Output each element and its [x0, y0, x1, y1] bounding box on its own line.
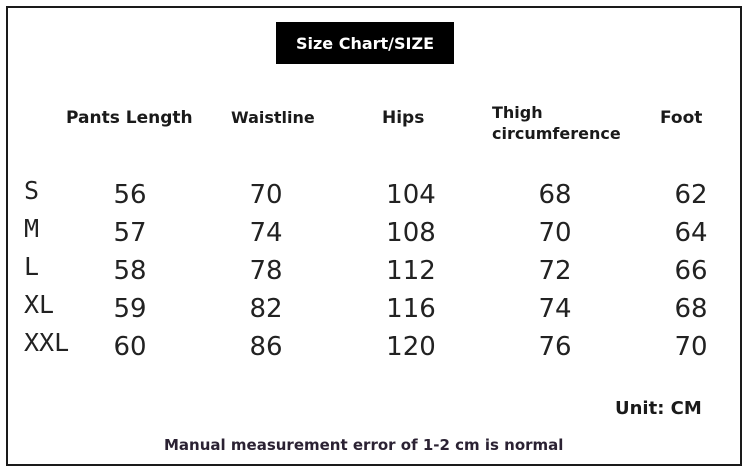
measurement-note: Manual measurement error of 1-2 cm is no… [164, 436, 564, 454]
value-foot: 66 [674, 256, 708, 286]
header-foot: Foot [660, 108, 703, 128]
value-foot: 68 [674, 294, 708, 324]
page-title: Size Chart/SIZE [276, 22, 454, 64]
header-thigh-circumference: circumference [492, 124, 621, 143]
value-thigh: 76 [538, 332, 572, 362]
value-waistline: 86 [249, 332, 283, 362]
header-waistline: Waistline [231, 108, 315, 127]
value-pants-length: 56 [113, 180, 147, 210]
value-foot: 70 [674, 332, 708, 362]
value-thigh: 70 [538, 218, 572, 248]
value-foot: 64 [674, 218, 708, 248]
size-label: XXL [24, 328, 70, 357]
value-waistline: 74 [249, 218, 283, 248]
value-waistline: 70 [249, 180, 283, 210]
value-hips: 108 [386, 218, 436, 248]
value-pants-length: 58 [113, 256, 147, 286]
value-hips: 116 [386, 294, 436, 324]
value-waistline: 78 [249, 256, 283, 286]
header-hips: Hips [382, 108, 425, 128]
size-label: L [24, 252, 40, 281]
value-pants-length: 60 [113, 332, 147, 362]
size-label: XL [24, 290, 55, 319]
header-thigh: Thigh [492, 103, 543, 122]
header-pants-length: Pants Length [66, 108, 193, 128]
value-thigh: 68 [538, 180, 572, 210]
size-label: M [24, 214, 40, 243]
value-thigh: 74 [538, 294, 572, 324]
value-thigh: 72 [538, 256, 572, 286]
value-hips: 104 [386, 180, 436, 210]
chart-frame [6, 6, 742, 466]
value-foot: 62 [674, 180, 708, 210]
value-hips: 112 [386, 256, 436, 286]
size-label: S [24, 176, 40, 205]
value-pants-length: 57 [113, 218, 147, 248]
value-pants-length: 59 [113, 294, 147, 324]
value-hips: 120 [386, 332, 436, 362]
value-waistline: 82 [249, 294, 283, 324]
unit-label: Unit: CM [615, 398, 702, 419]
